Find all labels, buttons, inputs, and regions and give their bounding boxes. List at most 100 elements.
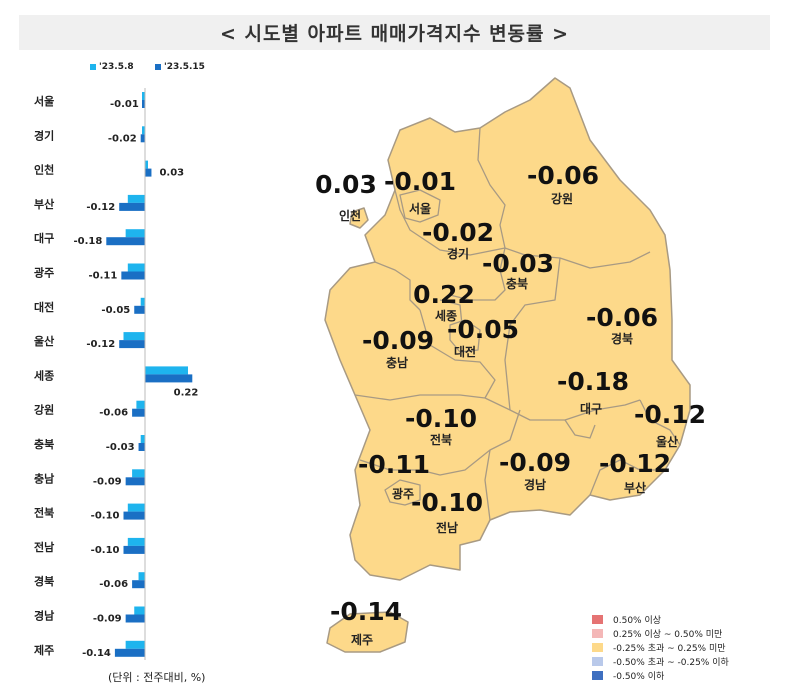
map-region-name-6: 세종 [435, 308, 457, 323]
map-value-17: -0.14 [330, 597, 402, 626]
page-title: < 시도별 아파트 매매가격지수 변동률 > [219, 23, 570, 45]
legend-swatch-this [155, 64, 161, 70]
bar-this-week [125, 614, 145, 623]
value-label: -0.14 [82, 648, 111, 659]
map-region-name-7: 충남 [386, 355, 408, 370]
mainland-shape [324, 77, 691, 581]
bar-this-week [145, 374, 193, 383]
value-label: -0.01 [110, 99, 139, 110]
map-region-name-10: 대구 [580, 402, 602, 416]
category-label: 제주 [34, 643, 54, 657]
map-legend-swatch-1 [592, 614, 603, 624]
map-region-name-17: 제주 [351, 633, 373, 647]
map-legend-swatch-5 [592, 670, 603, 680]
map-value-1: 0.03 [315, 170, 377, 199]
category-label: 대전 [34, 300, 54, 314]
map-legend-swatch-4 [592, 656, 603, 666]
value-label: -0.10 [91, 545, 120, 556]
category-label: 세종 [34, 368, 54, 382]
map-value-4: -0.02 [422, 218, 494, 247]
map-value-13: -0.11 [358, 450, 430, 479]
category-label: 경남 [34, 609, 54, 623]
bar-prev-week [138, 572, 145, 581]
category-label: 인천 [34, 163, 54, 177]
map-region-name-12: 전북 [430, 432, 452, 447]
map-region-name-4: 경기 [447, 246, 469, 261]
category-label: 전북 [34, 506, 54, 520]
category-label: 대구 [34, 231, 54, 245]
map-value-8: -0.05 [447, 315, 519, 344]
legend-swatch-prev [90, 64, 96, 70]
map-legend-row-2: 0.25% 이상 ~ 0.50% 미만 [592, 626, 729, 640]
bar-prev-week [140, 297, 145, 306]
bar-this-week [123, 545, 145, 554]
bar-prev-week [125, 640, 145, 649]
map-value-12: -0.10 [405, 404, 477, 433]
map-legend: 0.50% 이상 0.25% 이상 ~ 0.50% 미만 -0.25% 초과 ~… [592, 612, 729, 682]
legend-this-week: '23.5.15 [155, 62, 205, 72]
bar-this-week [138, 443, 145, 451]
map-legend-swatch-3 [592, 642, 603, 652]
map-value-5: -0.03 [482, 249, 554, 278]
map-region-name-15: 부산 [624, 480, 646, 495]
category-label: 충남 [34, 471, 54, 485]
map-legend-label-4: -0.50% 초과 ~ -0.25% 이하 [613, 657, 729, 668]
map-value-14: -0.09 [499, 448, 571, 477]
bar-this-week [119, 340, 145, 349]
bar-prev-week [145, 160, 148, 169]
value-label: 0.03 [159, 168, 184, 179]
value-label: -0.12 [86, 202, 115, 213]
bar-this-week [114, 648, 145, 657]
category-label: 광주 [34, 267, 54, 280]
bar-this-week [132, 408, 145, 417]
value-label: -0.09 [93, 476, 122, 487]
bar-prev-week [123, 332, 145, 341]
map-legend-label-2: 0.25% 이상 ~ 0.50% 미만 [613, 629, 723, 640]
bar-prev-week [125, 229, 145, 238]
map-legend-label-1: 0.50% 이상 [613, 615, 662, 626]
bar-this-week [119, 202, 145, 211]
bar-prev-week [136, 400, 145, 409]
bar-this-week [140, 134, 145, 143]
bar-prev-week [142, 92, 145, 100]
map-legend-row-5: -0.50% 이하 [592, 668, 729, 682]
bar-prev-week [145, 366, 188, 375]
map-value-2: -0.01 [384, 167, 456, 196]
title-bar: < 시도별 아파트 매매가격지수 변동률 > [19, 15, 770, 50]
map-region-name-11: 울산 [656, 434, 678, 449]
jeju-shape [326, 611, 409, 653]
map-value-6: 0.22 [413, 280, 475, 309]
map-legend-swatch-2 [592, 628, 603, 638]
bar-prev-week [142, 126, 145, 135]
bar-this-week [121, 271, 145, 280]
map-region-name-9: 경북 [611, 332, 633, 346]
map-legend-row-1: 0.50% 이상 [592, 612, 729, 626]
category-label: 서울 [34, 94, 54, 108]
incheon-shape [349, 207, 369, 229]
value-label: -0.03 [106, 442, 135, 453]
map-region-name-5: 충북 [506, 276, 528, 291]
value-label: -0.12 [86, 339, 115, 350]
map-legend-row-3: -0.25% 초과 ~ 0.25% 미만 [592, 640, 729, 654]
bar-chart: 서울 -0.01 경기 -0.02 인천 0.03 부산 -0.12 대구 -0.18 광주 -0.1… [34, 88, 199, 660]
bar-this-week [134, 305, 145, 314]
map-value-16: -0.10 [411, 488, 483, 517]
bar-prev-week [134, 606, 145, 615]
value-label: -0.09 [93, 614, 122, 625]
bar-this-week [106, 237, 145, 246]
map-region-name-8: 대전 [454, 344, 476, 359]
value-label: -0.02 [108, 133, 137, 144]
category-label: 울산 [34, 334, 54, 348]
value-label: -0.18 [73, 236, 102, 247]
map-region-name-16: 전남 [436, 520, 458, 535]
bar-this-week [142, 100, 145, 108]
value-label: 0.22 [174, 387, 199, 398]
bar-prev-week [132, 469, 145, 478]
map-value-9: -0.06 [586, 303, 658, 332]
map-region-name-3: 강원 [551, 192, 573, 206]
map-region-name-2: 서울 [409, 201, 431, 216]
map-legend-label-3: -0.25% 초과 ~ 0.25% 미만 [613, 643, 726, 654]
map-legend-label-5: -0.50% 이하 [613, 671, 665, 682]
legend-prev-week: '23.5.8 [90, 62, 134, 72]
